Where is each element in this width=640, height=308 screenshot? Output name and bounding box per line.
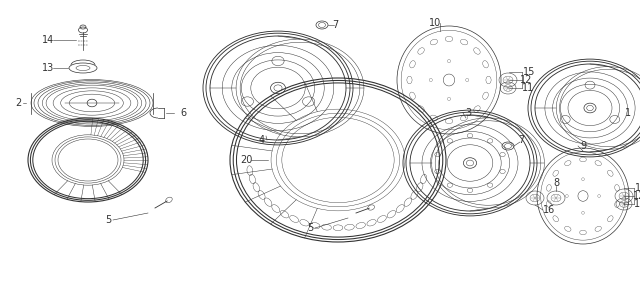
- Text: 15: 15: [523, 67, 536, 77]
- Text: 10: 10: [429, 18, 441, 28]
- Text: 4: 4: [259, 135, 265, 145]
- Text: 12: 12: [633, 191, 640, 201]
- Text: 1: 1: [625, 108, 631, 118]
- Text: 2: 2: [15, 98, 21, 108]
- Text: 20: 20: [240, 155, 252, 165]
- Text: 7: 7: [332, 20, 339, 30]
- Text: 5: 5: [105, 215, 111, 225]
- Text: 12: 12: [520, 75, 532, 85]
- Text: 11: 11: [634, 199, 640, 209]
- Text: 13: 13: [42, 63, 54, 73]
- Text: 15: 15: [635, 183, 640, 193]
- Text: 3: 3: [465, 108, 471, 118]
- Text: 11: 11: [522, 83, 534, 93]
- Text: 6: 6: [180, 108, 186, 118]
- Text: 9: 9: [580, 141, 586, 151]
- Text: 7: 7: [518, 135, 524, 145]
- Text: 8: 8: [553, 178, 559, 188]
- Text: 16: 16: [543, 205, 556, 215]
- Text: 14: 14: [42, 35, 54, 45]
- Text: 5: 5: [307, 223, 313, 233]
